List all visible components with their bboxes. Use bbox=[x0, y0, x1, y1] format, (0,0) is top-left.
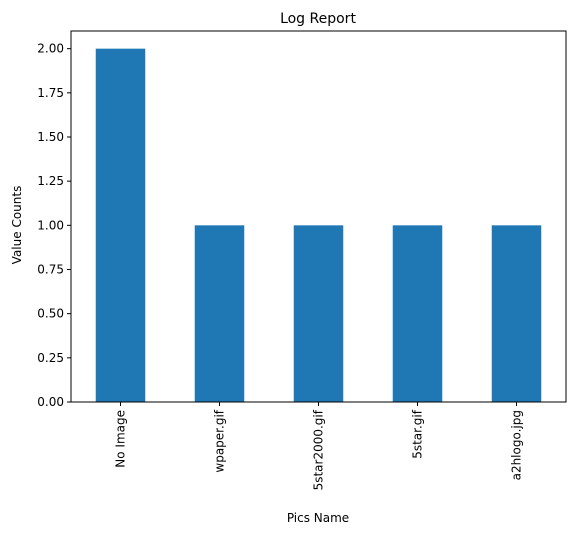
bar-a2hlogo-jpg bbox=[491, 225, 542, 402]
y-tick-label: 1.00 bbox=[37, 218, 64, 232]
x-tick-label: No Image bbox=[114, 410, 128, 468]
y-tick-label: 1.25 bbox=[37, 174, 64, 188]
y-tick-label: 0.50 bbox=[37, 307, 64, 321]
bar-5star2000-gif bbox=[293, 225, 344, 402]
bar-wpaper-gif bbox=[194, 225, 245, 402]
y-tick-label: 0.75 bbox=[37, 263, 64, 277]
x-tick-label: 5star.gif bbox=[411, 409, 425, 459]
x-axis-label: Pics Name bbox=[287, 511, 349, 525]
y-tick-label: 2.00 bbox=[37, 42, 64, 56]
y-tick-label: 0.25 bbox=[37, 351, 64, 365]
bar-no-image bbox=[95, 48, 146, 403]
x-tick-label: wpaper.gif bbox=[213, 409, 227, 472]
x-tick-label: 5star2000.gif bbox=[312, 409, 326, 490]
y-tick-label: 1.50 bbox=[37, 130, 64, 144]
chart-title: Log Report bbox=[280, 11, 356, 27]
plot-area: 0.00 0.25 0.50 0.75 1.00 1.25 1.50 1.75 2.00 No I… bbox=[37, 30, 567, 490]
x-tick-label: a2hlogo.jpg bbox=[510, 410, 524, 480]
y-tick-label: 1.75 bbox=[37, 86, 64, 100]
y-tick-label: 0.00 bbox=[37, 395, 64, 409]
bar-5star-gif bbox=[392, 225, 443, 402]
y-axis-label: Value Counts bbox=[10, 186, 24, 265]
